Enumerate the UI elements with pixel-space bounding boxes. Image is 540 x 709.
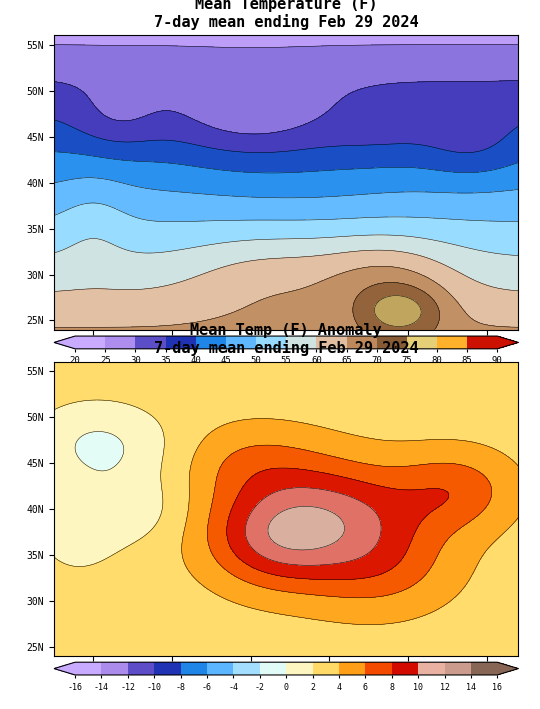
PathPatch shape: [54, 662, 75, 675]
PathPatch shape: [497, 662, 518, 675]
Title: Mean Temperature (F)
7-day mean ending Feb 29 2024: Mean Temperature (F) 7-day mean ending F…: [154, 0, 418, 30]
PathPatch shape: [54, 336, 75, 349]
Title: Mean Temp (F) Anomaly
7-day mean ending Feb 29 2024: Mean Temp (F) Anomaly 7-day mean ending …: [154, 323, 418, 356]
PathPatch shape: [497, 336, 518, 349]
